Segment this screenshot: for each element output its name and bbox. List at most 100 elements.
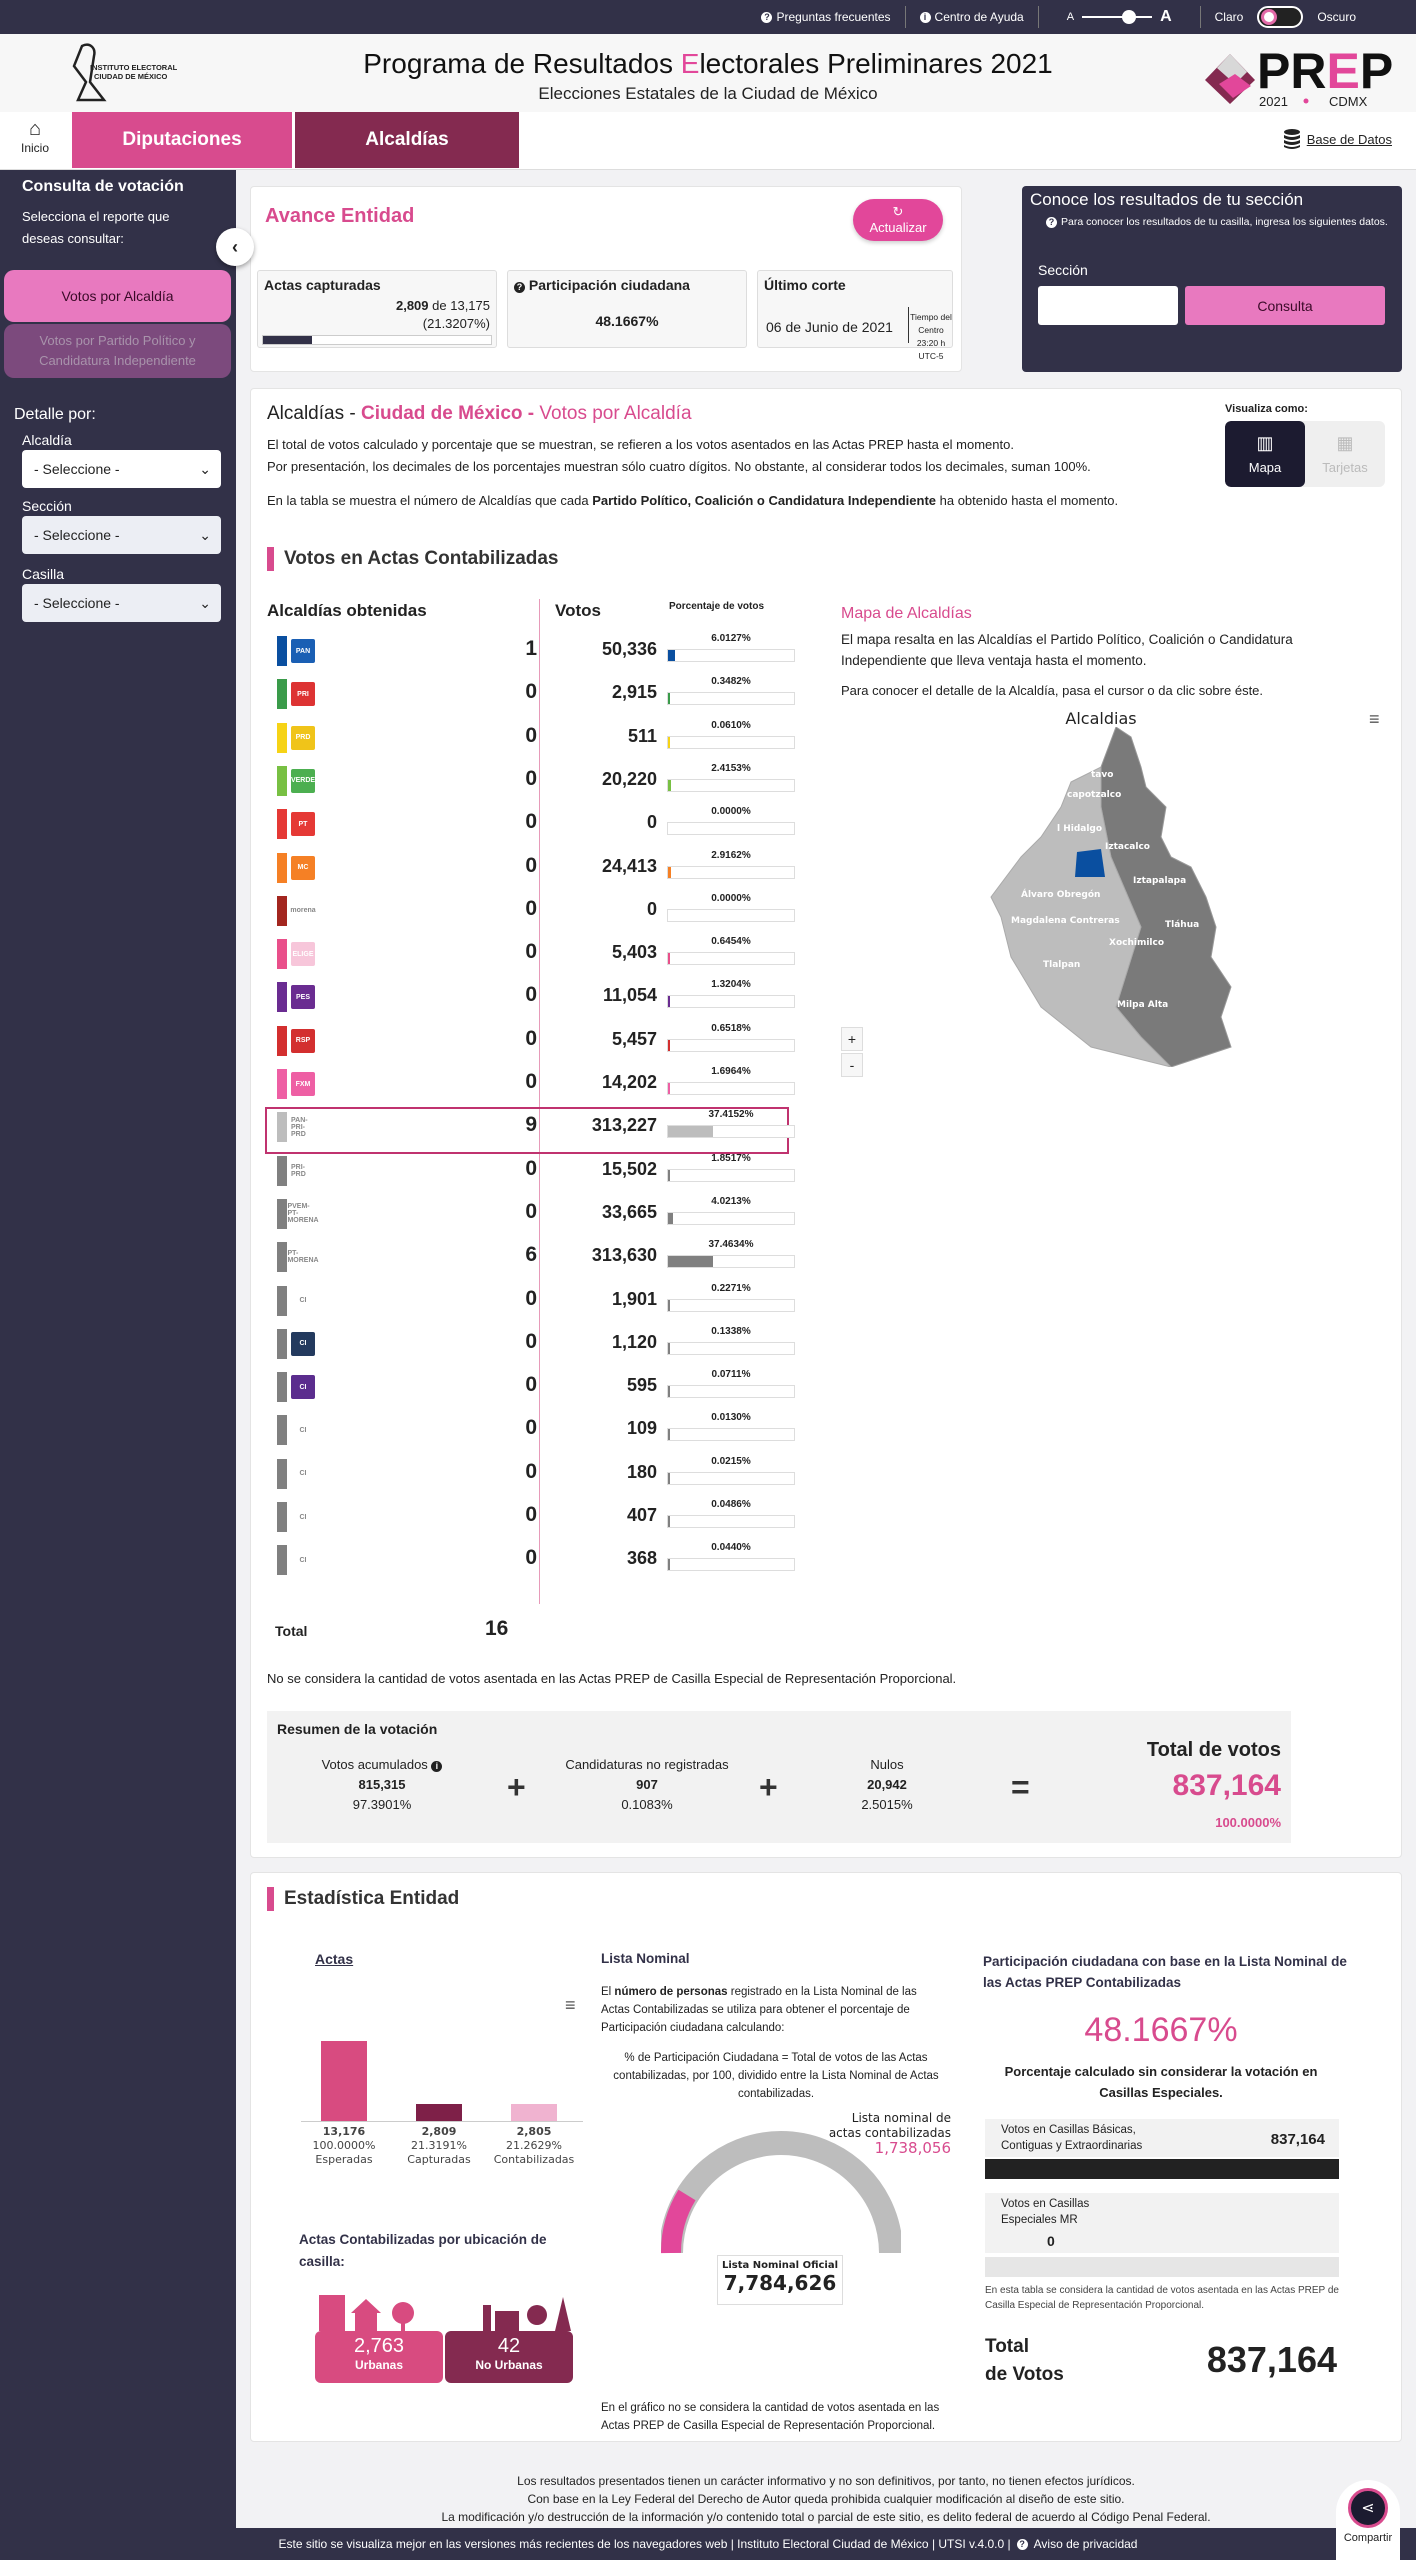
party-logo-icon: RSP	[291, 1028, 315, 1053]
detail-title: Detalle por:	[14, 406, 96, 423]
divider	[1037, 6, 1039, 28]
party-row[interactable]: MC 0 24,413 2.9162%	[267, 850, 795, 893]
seccion-input[interactable]	[1038, 286, 1178, 325]
home-icon: ⌂	[28, 118, 42, 140]
alcaldias-map[interactable]: tavo capotzalco l Hidalgo Iztacalco Izta…	[971, 727, 1261, 1067]
database-icon	[1283, 129, 1300, 149]
tab-alcaldias[interactable]: Alcaldías	[295, 112, 519, 168]
party-row[interactable]: PRI 0 2,915 0.3482%	[267, 676, 795, 719]
page-subtitle: Elecciones Estatales de la Ciudad de Méx…	[538, 84, 878, 103]
party-row[interactable]: PAN 1 50,336 6.0127%	[267, 633, 795, 676]
view-map-button[interactable]: ▥ Mapa	[1225, 421, 1305, 487]
party-row[interactable]: CI 0 109 0.0130%	[267, 1412, 795, 1455]
view-cards-button[interactable]: ▦ Tarjetas	[1322, 433, 1368, 475]
avance-card: Avance Entidad ↻ Actualizar Actas captura…	[250, 186, 962, 372]
party-row[interactable]: ELIGE 0 5,403 0.6454%	[267, 936, 795, 979]
party-row[interactable]: CI 0 1,120 0.1338%	[267, 1326, 795, 1369]
party-logo-icon: PT-MORENA	[287, 1245, 319, 1270]
iecm-logo[interactable]: INSTITUTO ELECTORAL CIUDAD DE MÉXICO	[60, 42, 180, 106]
party-color-bar	[277, 679, 287, 710]
view-toggle: ▥ Mapa ▦ Tarjetas	[1225, 421, 1385, 487]
party-logo-icon: MC	[291, 855, 315, 880]
party-row[interactable]: morena 0 0 0.0000%	[267, 893, 795, 936]
vote-percent-bar	[667, 1385, 795, 1399]
share-button[interactable]: ⋖ Compartir	[1336, 2480, 1400, 2560]
alcaldia-label: Alcaldía	[22, 432, 72, 448]
party-row[interactable]: CI 0 407 0.0486%	[267, 1499, 795, 1542]
svg-text:Tlalpan: Tlalpan	[1043, 960, 1080, 970]
vote-percent-bar	[667, 1341, 795, 1355]
vote-percent-bar	[667, 1471, 795, 1485]
party-color-bar	[277, 1112, 287, 1143]
party-color-bar	[277, 1155, 287, 1186]
party-row[interactable]: PT 0 0 0.0000%	[267, 806, 795, 849]
svg-text:Magdalena Contreras: Magdalena Contreras	[1011, 916, 1120, 926]
map-zoom-out[interactable]: -	[841, 1053, 863, 1077]
party-row[interactable]: CI 0 1,901 0.2271%	[267, 1283, 795, 1326]
vote-percent-bar	[667, 1428, 795, 1442]
party-row[interactable]: VERDE 0 20,220 2.4153%	[267, 763, 795, 806]
seccion-select[interactable]: - Seleccione - ⌄	[22, 516, 221, 554]
votos-partido-button[interactable]: Votos por Partido Político y Candidatura…	[4, 324, 231, 378]
chart-menu-icon[interactable]: ≡	[565, 1995, 576, 2015]
map-zoom-in[interactable]: +	[841, 1027, 863, 1051]
map-menu-icon[interactable]: ≡	[1369, 709, 1380, 729]
party-color-bar	[277, 1285, 287, 1316]
svg-text:Xochimilco: Xochimilco	[1109, 938, 1164, 948]
svg-text:PREP: PREP	[1257, 43, 1393, 99]
refresh-button[interactable]: ↻ Actualizar	[853, 199, 943, 241]
party-row[interactable]: PES 0 11,054 1.3204%	[267, 979, 795, 1022]
svg-text:2021: 2021	[1259, 94, 1288, 109]
party-color-bar	[277, 1242, 287, 1273]
vote-percent-bar	[667, 1558, 795, 1572]
party-logo-icon: CI	[291, 1418, 315, 1443]
font-size-slider[interactable]: A A	[1066, 8, 1172, 25]
help-link[interactable]: i Centro de Ayuda	[919, 10, 1024, 24]
database-link[interactable]: Base de Datos	[1283, 128, 1392, 150]
party-row[interactable]: PRI-PRD 0 15,502 1.8517%	[267, 1153, 795, 1196]
collapse-sidebar-button[interactable]: ‹	[216, 228, 254, 266]
svg-text:CDMX: CDMX	[1329, 94, 1368, 109]
party-logo-icon: CI	[291, 1461, 315, 1486]
consulta-button[interactable]: Consulta	[1185, 286, 1385, 325]
party-row[interactable]: RSP 0 5,457 0.6518%	[267, 1023, 795, 1066]
party-row[interactable]: FXM 0 14,202 1.6964%	[267, 1066, 795, 1109]
question-icon: ?	[1046, 216, 1057, 228]
party-logo-icon: CI	[291, 1505, 315, 1529]
party-row[interactable]: PVEM-PT-MORENA 0 33,665 4.0213%	[267, 1196, 795, 1239]
actas-link[interactable]: Actas	[315, 1951, 354, 1967]
party-logo-icon: PAN	[291, 639, 315, 663]
alcaldia-select[interactable]: - Seleccione - ⌄	[22, 450, 221, 488]
party-row[interactable]: PRD 0 511 0.0610%	[267, 720, 795, 763]
slider-track[interactable]	[1082, 10, 1153, 24]
party-row[interactable]: PAN-PRI-PRD 9 313,227 37.4152%	[265, 1107, 795, 1155]
especiales-row: Votos en Casillas Especiales MR 0	[985, 2193, 1339, 2253]
vote-percent-bar	[667, 649, 795, 662]
party-logo-icon: morena	[290, 898, 316, 923]
party-color-bar	[277, 809, 287, 840]
party-color-bar	[277, 939, 287, 970]
plus-icon: +	[507, 1769, 526, 1805]
vote-percent-bar	[667, 1168, 795, 1182]
party-row[interactable]: CI 0 368 0.0440%	[267, 1542, 795, 1585]
party-row[interactable]: CI 0 595 0.0711%	[267, 1369, 795, 1412]
home-button[interactable]: ⌂ Inicio	[10, 118, 60, 155]
privacy-link[interactable]: Aviso de privacidad	[1033, 2537, 1138, 2551]
tab-diputaciones[interactable]: Diputaciones	[72, 112, 292, 168]
party-color-bar	[277, 1545, 287, 1576]
casilla-select[interactable]: - Seleccione - ⌄	[22, 584, 221, 622]
slider-knob[interactable]	[1122, 10, 1137, 24]
site-header: INSTITUTO ELECTORAL CIUDAD DE MÉXICO Pro…	[0, 34, 1416, 112]
party-row[interactable]: PT-MORENA 6 313,630 37.4634%	[267, 1239, 795, 1282]
votos-alcaldia-button[interactable]: Votos por Alcaldía	[4, 270, 231, 322]
theme-toggle[interactable]	[1257, 6, 1304, 28]
vote-percent-bar	[667, 778, 795, 792]
prep-logo[interactable]: PREP 2021 CDMX	[1195, 40, 1405, 110]
party-row[interactable]: CI 0 180 0.0215%	[267, 1456, 795, 1499]
plus-icon: +	[759, 1769, 778, 1805]
faq-link[interactable]: ? Preguntas frecuentes	[761, 10, 891, 24]
vote-percent-bar	[667, 1515, 795, 1528]
svg-text:Álvaro Obregón: Álvaro Obregón	[1021, 888, 1100, 900]
party-color-bar	[277, 1328, 287, 1359]
vote-percent-bar	[667, 952, 795, 966]
